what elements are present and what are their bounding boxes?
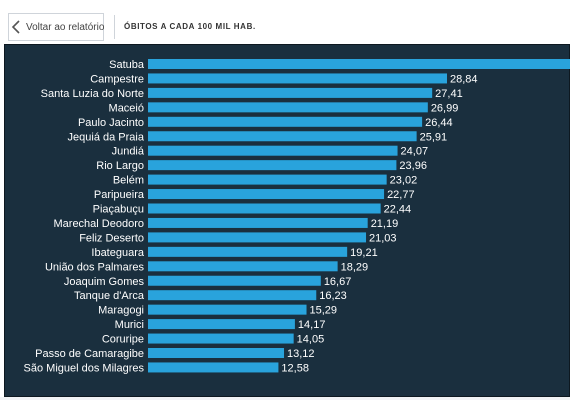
- value-label: 28,84: [450, 73, 478, 85]
- category-label: Marechal Deodoro: [54, 218, 145, 230]
- value-label: 13,12: [287, 348, 315, 360]
- category-label: Satuba: [109, 59, 145, 71]
- value-label: 22,44: [384, 204, 412, 216]
- value-label: 15,29: [310, 305, 338, 317]
- bar[interactable]: [148, 160, 397, 171]
- bar[interactable]: [148, 203, 381, 214]
- value-label: 21,03: [369, 232, 397, 244]
- value-label: 26,99: [431, 102, 459, 114]
- category-label: Ibateguara: [91, 247, 144, 259]
- category-label: São Miguel dos Milagres: [24, 362, 145, 374]
- bar[interactable]: [148, 333, 294, 344]
- category-label: Paulo Jacinto: [78, 117, 144, 129]
- category-label: Passo de Camaragibe: [35, 348, 144, 360]
- category-label: Maragogi: [98, 305, 144, 317]
- back-button-label: Voltar ao relatório: [26, 21, 105, 33]
- value-label: 22,77: [387, 189, 415, 201]
- value-label: 16,67: [324, 276, 352, 288]
- bar[interactable]: [148, 261, 338, 272]
- category-label: Feliz Deserto: [79, 232, 144, 244]
- value-label: 18,29: [341, 261, 369, 273]
- value-label: 26,44: [425, 117, 453, 129]
- category-label: Tanque d'Arca: [74, 290, 145, 302]
- value-label: 23,02: [390, 175, 418, 187]
- category-label: Campestre: [90, 73, 144, 85]
- category-label: Jequiá da Praia: [68, 131, 145, 143]
- category-label: Paripueira: [94, 189, 145, 201]
- value-label: 14,05: [297, 334, 325, 346]
- value-label: 23,96: [399, 160, 427, 172]
- category-label: Santa Luzia do Norte: [41, 88, 144, 100]
- chart-title: ÓBITOS A CADA 100 MIL HAB.: [124, 22, 256, 31]
- bar[interactable]: [148, 232, 367, 243]
- value-label: 24,07: [401, 146, 429, 158]
- category-label: Murici: [115, 319, 144, 331]
- value-label: 12,58: [281, 362, 309, 374]
- bar[interactable]: [148, 73, 447, 84]
- value-label: 21,19: [371, 218, 399, 230]
- bar[interactable]: [148, 116, 423, 127]
- bar[interactable]: [148, 102, 428, 113]
- bar[interactable]: [148, 290, 317, 301]
- category-label: Belém: [113, 175, 144, 187]
- bar[interactable]: [148, 145, 398, 156]
- category-label: Piaçabuçu: [93, 204, 144, 216]
- chevron-left-icon: [11, 14, 21, 40]
- bar[interactable]: [148, 59, 570, 69]
- bar[interactable]: [148, 87, 433, 98]
- bar[interactable]: [148, 319, 295, 330]
- category-label: Joaquim Gomes: [64, 276, 145, 288]
- bar-chart: Satuba Campestre 28,84 Santa Luzia do Norte…: [24, 59, 570, 374]
- value-label: 16,23: [319, 290, 347, 302]
- bar[interactable]: [148, 217, 368, 228]
- header-bar: Voltar ao relatório ÓBITOS A CADA 100 MI…: [0, 0, 570, 44]
- header-divider: [114, 15, 115, 39]
- back-to-report-button[interactable]: Voltar ao relatório: [8, 13, 104, 41]
- category-label: Jundiá: [112, 146, 145, 158]
- footer-strip: [0, 397, 570, 400]
- bar[interactable]: [148, 174, 387, 185]
- category-label: Maceió: [109, 102, 144, 114]
- bar[interactable]: [148, 131, 417, 142]
- chart-panel: Satuba Campestre 28,84 Santa Luzia do Norte…: [4, 44, 570, 397]
- bar[interactable]: [148, 348, 285, 358]
- value-label: 27,41: [435, 88, 463, 100]
- category-label: Coruripe: [102, 334, 144, 346]
- bar[interactable]: [148, 362, 279, 373]
- category-label: Rio Largo: [96, 160, 144, 172]
- bar[interactable]: [148, 246, 348, 257]
- value-label: 14,17: [298, 319, 326, 331]
- value-label: 19,21: [350, 247, 378, 259]
- bar[interactable]: [148, 304, 307, 315]
- bar[interactable]: [148, 189, 385, 200]
- category-label: União dos Palmares: [45, 261, 145, 273]
- bar[interactable]: [148, 275, 321, 286]
- value-label: 25,91: [420, 131, 448, 143]
